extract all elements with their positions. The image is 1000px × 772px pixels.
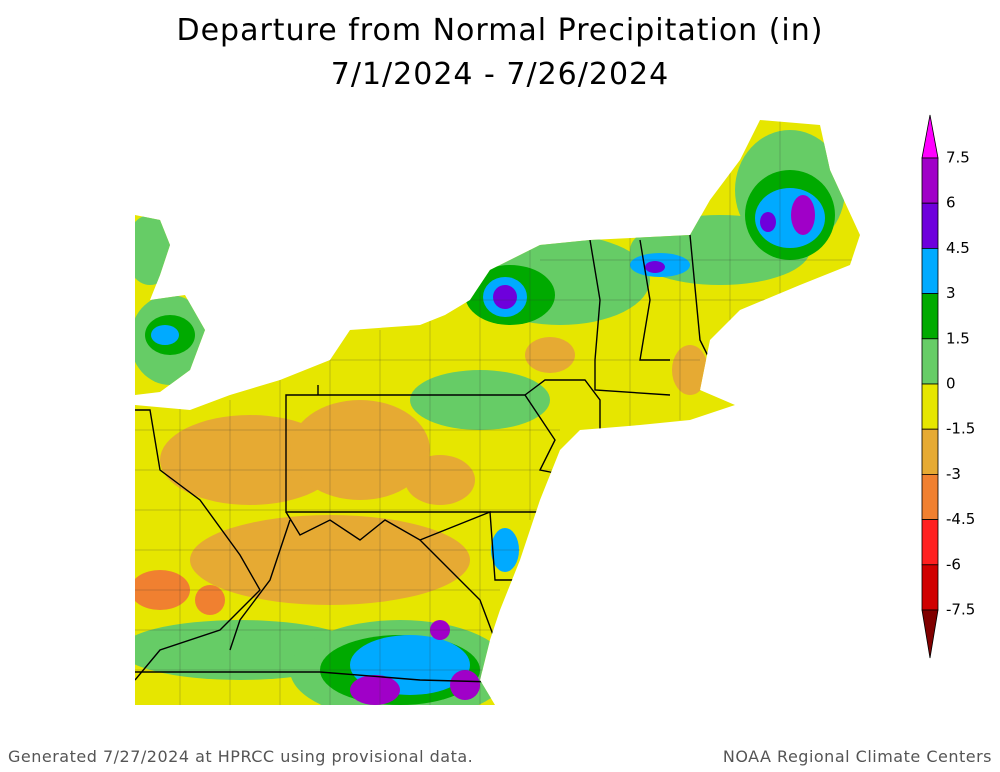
- legend-swatch: [921, 202, 939, 249]
- legend-swatch: [921, 564, 939, 611]
- legend-swatch: [921, 383, 939, 430]
- legend-swatch: [921, 428, 939, 475]
- legend-label: 7.5: [946, 149, 970, 167]
- title-line: 7/1/2024 - 7/26/2024: [331, 57, 669, 92]
- legend-label: -1.5: [946, 420, 975, 438]
- legend-label: -7.5: [946, 601, 975, 619]
- legend-label: -4.5: [946, 510, 975, 528]
- legend-swatch: [921, 338, 939, 385]
- legend-label: 0: [946, 375, 956, 393]
- legend-label: 4.5: [946, 239, 970, 257]
- legend-label: -6: [946, 555, 961, 573]
- legend-label: 6: [946, 194, 956, 212]
- footer-left: Generated 7/27/2024 at HPRCC using provi…: [8, 747, 473, 766]
- legend-swatch: [921, 247, 939, 294]
- title-line: Departure from Normal Precipitation (in): [176, 13, 823, 48]
- legend-label: -3: [946, 465, 961, 483]
- legend-swatch: [921, 293, 939, 340]
- legend-swatch: [921, 519, 939, 566]
- legend-label: 1.5: [946, 329, 970, 347]
- precip-map: [135, 120, 860, 705]
- footer-right: NOAA Regional Climate Centers: [723, 747, 992, 766]
- state-borders: [135, 234, 711, 683]
- legend-swatch: [921, 157, 939, 204]
- legend-arrow: [921, 114, 939, 159]
- legend-swatch: [921, 473, 939, 520]
- county-lines: [135, 120, 860, 705]
- legend-arrow: [921, 609, 939, 659]
- legend: 7.5 6 4.5 3 1.5 0 -1.5 -3 -4.5 -6 -7.5: [921, 114, 975, 659]
- legend-label: 3: [946, 284, 956, 302]
